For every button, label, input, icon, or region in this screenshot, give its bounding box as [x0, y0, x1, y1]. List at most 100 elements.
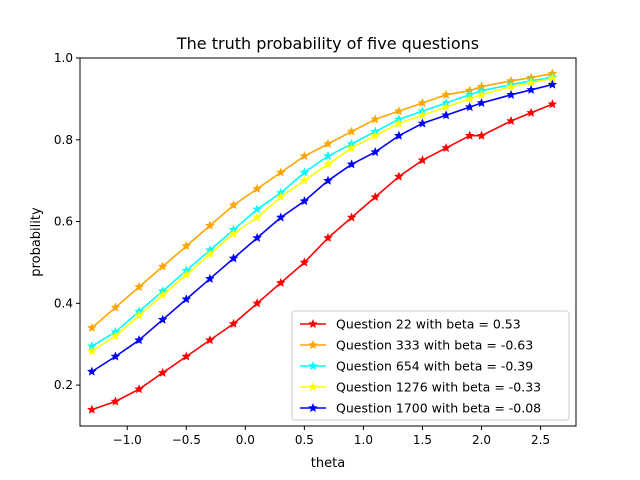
data-point-marker [252, 298, 262, 308]
x-tick-label: 2.5 [531, 433, 550, 447]
legend-box [291, 310, 570, 421]
data-point-marker [346, 126, 357, 136]
series-4 [87, 73, 558, 356]
legend-label: Question 654 with beta = -0.39 [336, 359, 533, 374]
data-point-marker [323, 175, 333, 185]
data-point-marker [441, 142, 451, 152]
data-point-marker [252, 212, 262, 222]
data-point-marker [299, 151, 310, 161]
data-point-marker [323, 138, 333, 148]
data-point-marker [252, 204, 262, 214]
data-point-marker [181, 241, 192, 251]
series-1 [87, 99, 558, 414]
y-tick-label: 1.0 [54, 51, 73, 65]
data-point-marker [394, 118, 404, 128]
data-point-marker [110, 302, 121, 312]
data-point-marker [526, 77, 536, 87]
data-point-marker [87, 346, 97, 356]
data-point-marker [299, 167, 310, 177]
x-tick-label: 2.0 [472, 433, 491, 447]
data-point-marker [464, 130, 475, 140]
data-point-marker [370, 147, 380, 157]
data-point-marker [476, 97, 487, 108]
x-tick-label: 1.0 [354, 433, 373, 447]
data-point-marker [417, 118, 428, 128]
y-tick-label: 0.8 [54, 133, 73, 147]
data-point-marker [346, 212, 357, 222]
data-point-marker [228, 200, 239, 210]
data-point-marker [417, 110, 428, 120]
data-point-marker [134, 310, 144, 320]
legend-marker [308, 319, 318, 329]
data-point-marker [276, 192, 286, 202]
data-point-marker [205, 335, 215, 345]
data-point-marker [323, 151, 333, 161]
data-point-marker [134, 281, 144, 292]
legend-marker [308, 382, 318, 392]
data-point-marker [157, 314, 168, 324]
data-point-marker [547, 99, 558, 109]
data-point-marker [110, 396, 121, 406]
data-point-marker [506, 81, 516, 91]
data-point-marker [181, 269, 192, 279]
legend-item: Question 1276 with beta = -0.33 [300, 380, 541, 395]
legend-label: Question 1700 with beta = -0.08 [336, 401, 541, 416]
plot-area [87, 68, 558, 414]
legend-marker [308, 403, 318, 413]
data-point-marker [394, 106, 404, 116]
x-axis: −1.0 −0.5 0.0 0.5 1.0 1.5 2.0 2.5 [113, 426, 550, 447]
x-tick-label: −1.0 [113, 433, 142, 447]
data-point-marker [323, 159, 333, 169]
data-point-marker [228, 318, 239, 328]
data-point-marker [526, 84, 536, 94]
data-point-marker [252, 183, 262, 193]
y-tick-label: 0.6 [54, 215, 73, 229]
y-axis: 0.2 0.4 0.6 0.8 1.0 [54, 51, 80, 392]
data-point-marker [299, 257, 310, 267]
series-5 [87, 79, 558, 376]
data-point-marker [110, 331, 121, 341]
data-point-marker [181, 351, 192, 361]
data-point-marker [547, 79, 558, 89]
legend-marker [308, 361, 318, 371]
data-point-marker [394, 171, 404, 181]
data-point-marker [228, 253, 239, 263]
legend-label: Question 1276 with beta = -0.33 [336, 380, 541, 395]
legend-item: Question 1700 with beta = -0.08 [300, 401, 541, 416]
data-point-marker [441, 102, 451, 112]
data-point-marker [157, 290, 168, 300]
x-tick-label: −0.5 [172, 433, 201, 447]
legend-item: Question 22 with beta = 0.53 [300, 317, 521, 332]
data-point-marker [441, 89, 451, 99]
data-point-marker [87, 322, 97, 332]
data-point-marker [276, 167, 286, 177]
data-point-marker [417, 155, 428, 165]
data-point-marker [157, 261, 168, 271]
x-tick-label: 0.5 [295, 433, 314, 447]
data-point-marker [276, 212, 286, 222]
data-point-marker [134, 384, 144, 394]
data-point-marker [157, 367, 168, 377]
legend: Question 22 with beta = 0.53 Question 333… [291, 310, 570, 421]
data-point-marker [506, 89, 516, 99]
data-point-marker [370, 130, 380, 140]
data-point-marker [394, 130, 404, 140]
data-point-marker [87, 366, 97, 376]
data-point-marker [417, 97, 428, 108]
legend-item: Question 654 with beta = -0.39 [300, 359, 533, 374]
chart-title: The truth probability of five questions [176, 34, 479, 53]
y-tick-label: 0.2 [54, 378, 73, 392]
data-point-marker [464, 102, 475, 112]
legend-label: Question 22 with beta = 0.53 [336, 317, 521, 332]
axes-frame [79, 57, 577, 427]
y-axis-label: probability [29, 207, 44, 277]
legend-label: Question 333 with beta = -0.63 [336, 338, 533, 353]
data-point-marker [87, 404, 97, 414]
y-tick-label: 0.4 [54, 296, 73, 310]
data-point-marker [134, 335, 144, 345]
data-point-marker [346, 159, 357, 169]
data-point-marker [323, 232, 333, 242]
data-point-marker [441, 110, 451, 120]
data-point-marker [299, 175, 310, 185]
